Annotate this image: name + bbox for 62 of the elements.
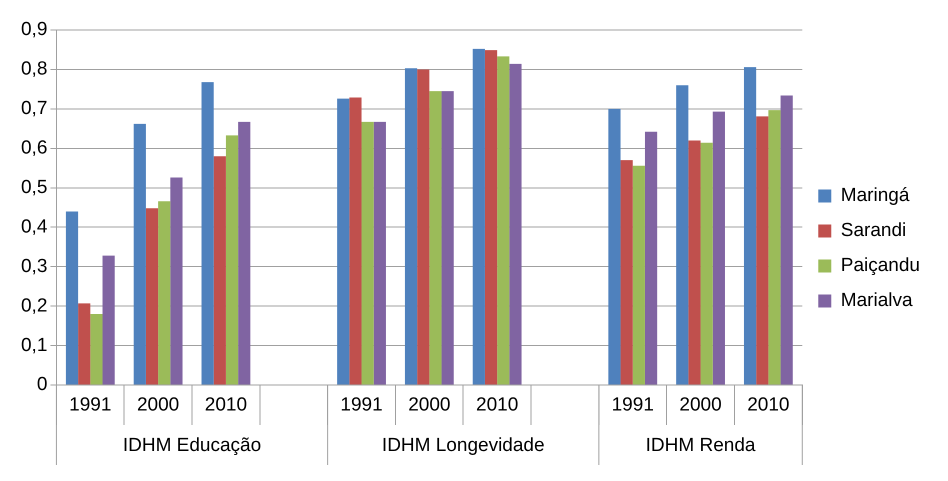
bar [484,50,498,384]
legend-label: Marialva [840,290,913,312]
bar [337,98,350,384]
bar [90,314,103,384]
bar [644,132,658,384]
legend-label: Maringá [840,185,910,206]
bar [442,91,454,384]
bar [472,48,485,384]
y-tick-label: 0,3 [20,256,48,277]
bar [417,69,430,384]
bar [238,122,250,384]
x-tick-label: 1991 [612,394,654,416]
text: IDHM Renda [646,435,756,456]
bar [509,64,522,384]
y-tick-label: 0,7 [20,98,48,120]
bar [214,156,226,384]
x-tick-label: 2000 [408,394,450,416]
legend-label: Paiçandu [840,255,920,276]
x-tick-label: 2010 [747,394,790,416]
bar [78,303,90,384]
bar [170,178,183,384]
bar [146,208,158,384]
x-tick-label: 2000 [136,394,180,416]
y-tick-label: 0 [36,374,48,396]
x-tick-label: 1991 [69,394,112,416]
x-tick-label: 1991 [340,394,383,416]
bar [756,116,768,384]
bar [620,160,633,384]
bar [66,211,78,384]
bar [744,67,756,384]
y-tick-label: 0,5 [20,177,48,198]
text: IDHM Educação [122,435,262,456]
bar [404,68,418,384]
bar [688,140,701,384]
bar [226,135,238,384]
bar [374,122,386,384]
bar [362,122,374,384]
y-tick-label: 0,6 [20,138,48,159]
bar [134,124,146,384]
x-tick-label: 2010 [204,394,248,416]
bar [158,201,170,384]
y-tick-label: 0,8 [20,58,48,80]
bar [712,112,725,384]
bar [768,110,781,384]
x-tick-label: 2000 [679,394,722,416]
bar [676,85,688,384]
bar [608,108,621,384]
bar [102,256,115,384]
bar [497,56,510,384]
y-tick-label: 0,9 [20,19,48,40]
bar [700,142,713,384]
legend-label: Sarandi [840,220,906,242]
bar [632,166,645,384]
bar [202,82,214,384]
y-tick-label: 0,4 [20,216,48,238]
x-tick-label: 2010 [476,394,518,416]
y-tick-label: 0,1 [20,334,48,356]
y-tick-label: 0,2 [20,295,48,316]
text: IDHM Longevidade [382,435,545,456]
bar [780,95,793,384]
bar [429,91,442,384]
bar [349,97,362,384]
